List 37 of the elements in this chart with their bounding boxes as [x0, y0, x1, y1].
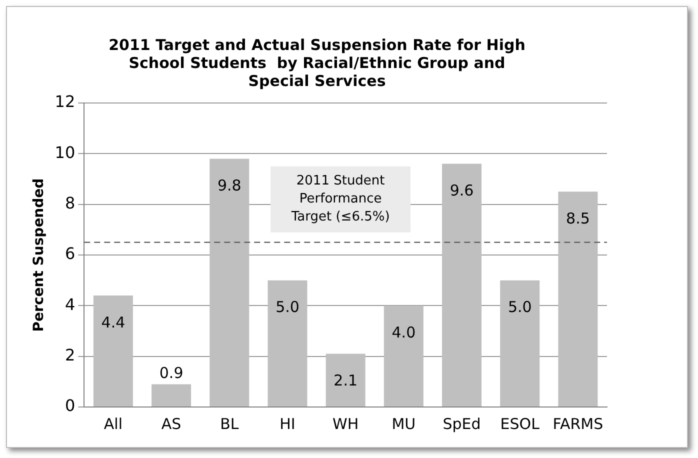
bar [558, 192, 598, 406]
bar [268, 280, 308, 406]
ref-line-label: 2011 Student Performance Target (≤6.5%) [290, 174, 390, 225]
x-tick-label: WH [332, 414, 359, 433]
x-tick-label: AS [161, 414, 182, 433]
x-tick-label: FARMS [552, 414, 604, 433]
y-axis-title: Percent Suspended [31, 178, 48, 332]
x-tick-label: SpEd [442, 414, 481, 433]
bar [326, 354, 366, 406]
x-tick-label: All [104, 414, 123, 433]
y-tick-label: 12 [54, 92, 76, 112]
x-tick-label: ESOL [500, 414, 540, 433]
y-tick-label: 4 [64, 294, 76, 314]
data-label: 5.0 [508, 298, 532, 316]
data-label: 2.1 [334, 372, 358, 390]
y-tick-label: 2 [64, 345, 76, 364]
bar [500, 280, 540, 406]
bar [210, 158, 250, 406]
x-tick-label: MU [392, 414, 416, 433]
bar [384, 306, 424, 406]
chart-title: 2011 Target and Actual Suspension Rate for High School Students by Racial/Ethnic Group and Special Services [108, 36, 526, 90]
bar [442, 164, 482, 406]
data-label: 0.9 [159, 364, 184, 382]
bar [93, 296, 133, 406]
data-label: 5.0 [276, 298, 300, 316]
data-label: 9.6 [450, 182, 474, 200]
y-tick-label: 8 [64, 193, 76, 212]
y-tick-label: 0 [64, 396, 76, 416]
bar [152, 384, 192, 406]
x-tick-label: BL [220, 414, 240, 433]
y-tick-label: 6 [64, 244, 76, 264]
data-label: 9.8 [217, 176, 242, 195]
data-label: 8.5 [566, 210, 590, 228]
x-tick-label: HI [280, 414, 296, 433]
data-label: 4.0 [392, 324, 416, 342]
data-label: 4.4 [101, 313, 126, 332]
y-tick-label: 10 [54, 142, 76, 162]
